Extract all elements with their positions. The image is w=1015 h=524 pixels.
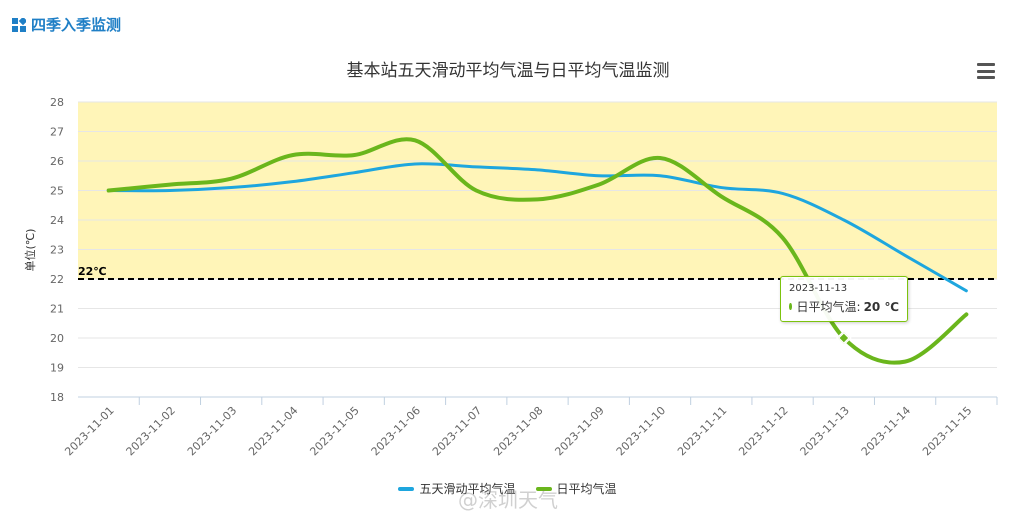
tooltip-series-dot xyxy=(789,303,792,310)
y-axis-label: 单位(℃) xyxy=(23,229,37,272)
y-tick-label: 28 xyxy=(50,96,64,109)
y-tick-label: 19 xyxy=(50,362,64,375)
y-tick-label: 23 xyxy=(50,244,64,257)
x-tick-label: 2023-11-08 xyxy=(491,404,545,458)
legend-label: 日平均气温 xyxy=(556,482,617,496)
menu-icon-bar xyxy=(977,69,995,73)
line-chart: 基本站五天滑动平均气温与日平均气温监测 18 19 20 21 22 23 24 25 26 27 2… xyxy=(23,61,998,458)
legend-item-daily-avg[interactable]: 日平均气温 xyxy=(535,480,617,497)
widget-icon xyxy=(12,17,26,32)
legend-swatch xyxy=(398,486,415,491)
legend-item-moving-avg[interactable]: 五天滑动平均气温 xyxy=(398,480,516,497)
y-tick-label: 18 xyxy=(50,391,64,404)
x-tick-label: 2023-11-14 xyxy=(859,404,913,458)
y-tick-label: 22 xyxy=(50,273,64,286)
x-tick-label: 2023-11-15 xyxy=(920,404,974,458)
threshold-label: 22℃ xyxy=(78,265,107,278)
menu-icon-bar xyxy=(977,63,995,66)
tooltip-series-label: 日平均气温: xyxy=(796,300,861,314)
x-tick-label: 2023-11-07 xyxy=(430,404,484,458)
chart-legend: 五天滑动平均气温 日平均气温 xyxy=(0,480,1015,497)
x-tick-label: 2023-11-04 xyxy=(246,404,300,458)
x-tick-label: 2023-11-11 xyxy=(675,404,729,458)
x-tick-label: 2023-11-03 xyxy=(185,404,239,458)
tooltip-date: 2023-11-13 xyxy=(789,283,848,294)
x-tick-label: 2023-11-01 xyxy=(62,404,116,458)
tooltip-value: 20 ℃ xyxy=(863,299,899,314)
y-tick-label: 25 xyxy=(50,185,64,198)
menu-icon-bar xyxy=(977,76,995,79)
x-tick-label: 2023-11-09 xyxy=(552,404,606,458)
x-tick-label: 2023-11-10 xyxy=(614,404,668,458)
x-tick-label: 2023-11-12 xyxy=(736,404,790,458)
y-tick-label: 26 xyxy=(50,155,64,168)
x-tick-label: 2023-11-06 xyxy=(369,404,423,458)
chart-menu-button[interactable] xyxy=(974,60,998,82)
chart-title: 基本站五天滑动平均气温与日平均气温监测 xyxy=(347,61,670,81)
chart-tooltip: 2023-11-13 日平均气温: 20 ℃ xyxy=(780,276,908,322)
legend-swatch xyxy=(535,486,552,491)
panel-header: 四季入季监测 xyxy=(12,14,121,35)
legend-label: 五天滑动平均气温 xyxy=(419,482,516,496)
x-tick-label: 2023-11-05 xyxy=(307,404,361,458)
panel-title: 四季入季监测 xyxy=(31,16,122,34)
y-tick-label: 20 xyxy=(50,332,64,345)
y-tick-label: 27 xyxy=(50,126,64,139)
highlight-marker xyxy=(838,332,850,344)
x-tick-label: 2023-11-02 xyxy=(124,404,178,458)
x-tick-label: 2023-11-13 xyxy=(798,404,852,458)
series-line-0 xyxy=(107,162,968,293)
y-tick-label: 21 xyxy=(50,303,64,316)
y-tick-label: 24 xyxy=(50,214,64,227)
